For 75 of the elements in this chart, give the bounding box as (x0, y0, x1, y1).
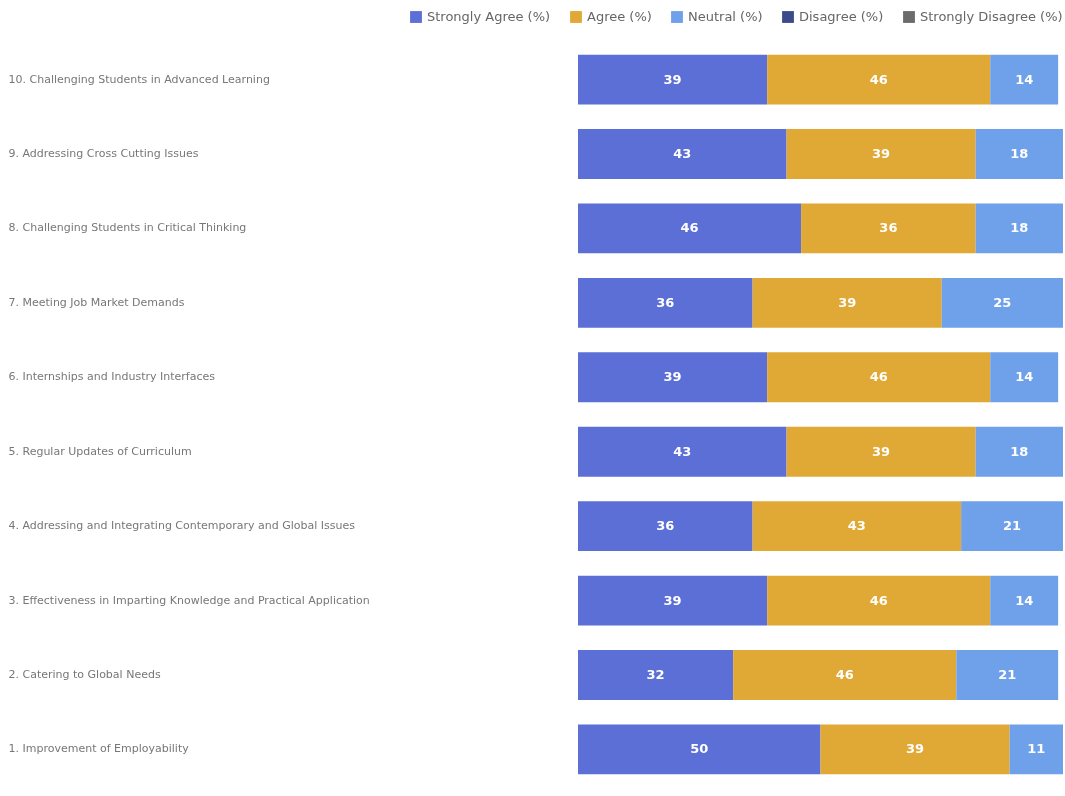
legend-label: Agree (%) (587, 9, 652, 24)
y-tick-label: 6. Internships and Industry Interfaces (8, 370, 216, 384)
bar (578, 352, 768, 403)
bar (990, 352, 1059, 403)
bar (990, 54, 1059, 105)
bar (578, 129, 787, 179)
data-label: 36 (656, 518, 675, 534)
data-label: 43 (673, 443, 692, 459)
data-label: 43 (847, 518, 866, 534)
y-tick-label: 1. Improvement of Employability (8, 742, 190, 756)
data-label: 36 (656, 294, 675, 310)
bar (786, 426, 976, 477)
bar (1009, 724, 1063, 775)
data-label: 11 (1027, 741, 1046, 757)
bar (578, 724, 821, 775)
y-tick-label: 8. Challenging Students in Critical Thinking (8, 221, 247, 235)
legend-label: Disagree (%) (799, 9, 884, 24)
data-label: 14 (1015, 71, 1034, 87)
data-label: 18 (1010, 220, 1029, 236)
bar (961, 501, 1063, 552)
data-label: 25 (993, 294, 1012, 310)
data-label: 18 (1010, 146, 1029, 162)
bar (578, 426, 787, 477)
y-tick-label: 10. Challenging Students in Advanced Learning (8, 72, 270, 86)
y-tick-label: 9. Addressing Cross Cutting Issues (8, 147, 199, 161)
data-label: 46 (869, 369, 888, 385)
y-tick-label: 5. Regular Updates of Curriculum (8, 444, 192, 458)
data-label: 46 (835, 666, 854, 682)
bar (578, 203, 802, 254)
data-label: 39 (663, 592, 682, 608)
data-label: 46 (680, 220, 699, 236)
bar (578, 650, 734, 700)
data-label: 39 (838, 294, 857, 310)
data-label: 18 (1010, 443, 1029, 459)
bar (975, 426, 1063, 477)
bar (578, 501, 753, 552)
bar (801, 203, 976, 254)
bar (578, 54, 768, 105)
data-label: 43 (673, 146, 692, 162)
data-label: 21 (1003, 518, 1022, 534)
bar (752, 501, 962, 552)
bar (767, 352, 991, 403)
data-label: 39 (663, 369, 682, 385)
bar (941, 277, 1063, 328)
bar (733, 650, 957, 700)
y-tick-label: 2. Catering to Global Needs (8, 667, 161, 681)
legend-label: Strongly Agree (%) (427, 9, 551, 24)
legend-label: Strongly Disagree (%) (920, 9, 1063, 24)
bar (752, 277, 942, 328)
bar (767, 54, 991, 105)
y-tick-label: 7. Meeting Job Market Demands (8, 295, 185, 309)
legend-label: Neutral (%) (688, 9, 763, 24)
data-label: 39 (906, 741, 925, 757)
data-label: 39 (663, 71, 682, 87)
bar (578, 277, 753, 328)
bar (767, 575, 991, 626)
data-label: 39 (872, 443, 891, 459)
bar (975, 203, 1063, 254)
data-label: 46 (869, 592, 888, 608)
bar (578, 575, 768, 626)
bar (786, 129, 976, 179)
data-label: 50 (690, 741, 709, 757)
bar (975, 129, 1063, 179)
bar (990, 575, 1059, 626)
data-label: 39 (872, 146, 891, 162)
y-tick-label: 3. Effectiveness in Imparting Knowledge and Practical Application (8, 593, 370, 607)
data-label: 36 (879, 220, 898, 236)
data-label: 46 (869, 71, 888, 87)
data-label: 32 (646, 666, 665, 682)
bar (820, 724, 1010, 775)
data-label: 21 (998, 666, 1017, 682)
data-label: 14 (1015, 369, 1034, 385)
y-tick-label: 4. Addressing and Integrating Contemporary and Global Issues (8, 519, 356, 533)
data-label: 14 (1015, 592, 1034, 608)
bar (956, 650, 1059, 700)
